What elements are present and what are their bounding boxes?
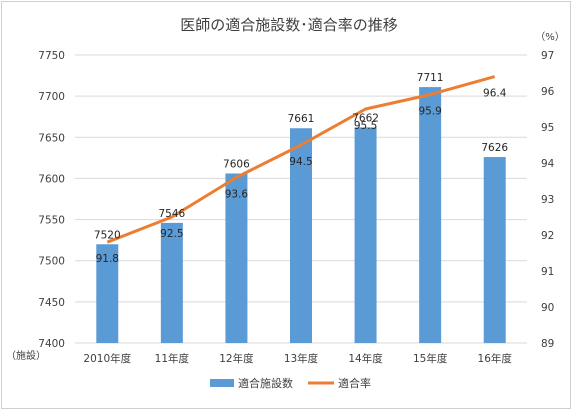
left-tick-label: 7450 [38,297,65,309]
right-tick-label: 93 [541,194,554,206]
left-tick-label: 7550 [38,215,65,227]
left-tick-label: 7500 [38,256,65,268]
x-axis-label: 12年度 [219,352,254,365]
chart-title: 医師の適合施設数･適合率の推移 [180,16,398,34]
right-tick-label: 94 [541,158,555,170]
legend-label-line: 適合率 [338,376,371,390]
bar [225,173,248,343]
left-axis-unit: （施設） [6,349,46,362]
left-tick-label: 7650 [38,132,65,144]
bar [419,87,442,343]
bar [354,127,377,343]
left-axis-ticks: 7400 7450 7500 7550 7600 7650 7700 7750 [38,50,65,350]
line-data-labels: 91.8 92.5 93.6 94.5 95.5 95.9 96.4 [96,88,507,266]
legend: 適合施設数 適合率 [210,376,371,390]
legend-swatch-bar [210,379,234,387]
left-tick-label: 7700 [38,91,65,103]
x-axis-label: 13年度 [284,352,319,365]
x-axis-label: 11年度 [155,352,190,365]
bar [483,157,506,343]
left-tick-label: 7750 [38,50,65,62]
bar-data-label: 7546 [158,208,185,220]
line-data-label: 96.4 [483,88,507,100]
bar [290,128,312,343]
x-axis-label: 2010年度 [83,352,131,365]
left-tick-label: 7400 [38,338,65,350]
line-data-label: 95.5 [354,120,377,132]
x-axis-label: 16年度 [478,352,513,365]
bar-data-label: 7662 [352,112,379,124]
bar-data-labels: 7520 7546 7606 7661 7662 7711 7626 [94,72,508,241]
right-tick-label: 95 [541,122,554,134]
line-data-label: 91.8 [96,253,119,265]
bar-data-label: 7661 [288,113,315,125]
legend-label-bar: 適合施設数 [238,376,293,390]
x-axis-label: 14年度 [348,352,383,365]
right-tick-label: 89 [541,338,554,350]
line-data-label: 94.5 [289,156,312,168]
right-axis-ticks: 89 90 91 92 93 94 95 96 97 [541,50,555,350]
bar-data-label: 7520 [94,229,121,241]
bar-data-label: 7711 [417,72,444,84]
right-tick-label: 91 [541,266,554,278]
x-axis-labels: 2010年度 11年度 12年度 13年度 14年度 15年度 16年度 [83,352,512,365]
line-series [106,75,496,244]
bar [96,244,119,343]
line-data-label: 95.9 [418,106,441,118]
right-axis-unit: （%） [535,31,565,43]
x-axis-label: 15年度 [413,352,448,365]
line-data-label: 92.5 [160,228,183,240]
bar-data-label: 7626 [481,142,508,154]
line-data-label: 93.6 [225,188,249,200]
bar [160,222,183,343]
line-path [106,75,496,244]
left-tick-label: 7600 [38,173,65,185]
right-tick-label: 92 [541,230,554,242]
bar-data-label: 7606 [223,158,250,170]
right-tick-label: 97 [541,50,554,62]
right-tick-label: 90 [541,302,554,314]
right-tick-label: 96 [541,86,555,98]
bar-series [96,87,506,343]
